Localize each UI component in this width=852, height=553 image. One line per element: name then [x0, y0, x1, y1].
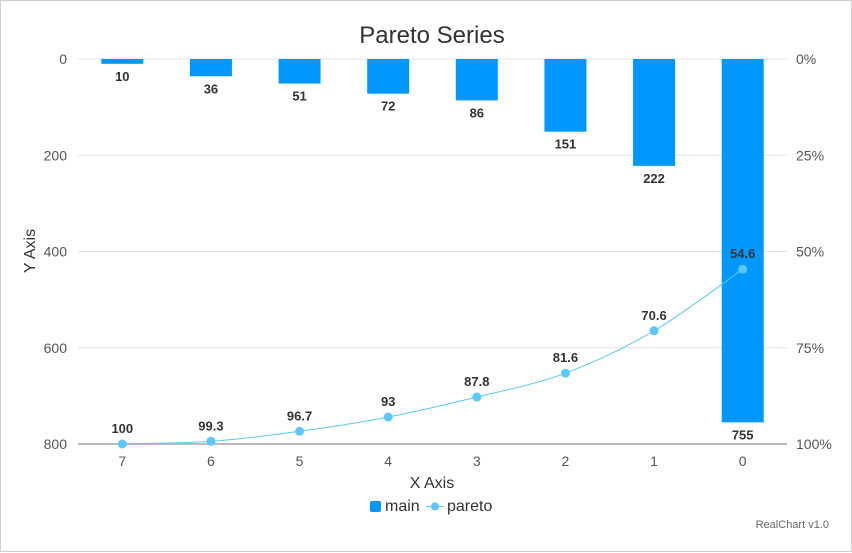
y-axis-title: Y Axis — [22, 229, 39, 273]
bar-series-main: 10 36 51 72 86 151 222 755 — [101, 59, 764, 442]
bar-data-label: 51 — [292, 89, 306, 104]
pareto-data-label: 87.8 — [464, 374, 489, 389]
pareto-data-label: 93 — [381, 394, 395, 409]
bar — [633, 59, 676, 166]
y2-tick-label: 25% — [796, 147, 824, 163]
pareto-point — [649, 326, 659, 336]
pareto-data-label: 100 — [111, 421, 133, 436]
y2-tick-label: 100% — [796, 436, 832, 452]
bar — [278, 59, 321, 84]
pareto-data-label: 70.6 — [641, 308, 666, 323]
x-tick-label: 2 — [562, 453, 570, 469]
bar-data-label: 36 — [204, 81, 218, 96]
y2-tick-label: 75% — [796, 340, 824, 356]
x-axis-title: X Axis — [410, 475, 454, 492]
pareto-data-label: 99.3 — [198, 418, 223, 433]
x-tick-label: 1 — [650, 453, 658, 469]
bar — [721, 59, 764, 423]
bar-data-label: 222 — [643, 171, 665, 186]
x-tick-label: 6 — [207, 453, 215, 469]
pareto-point — [383, 412, 393, 422]
y2-tick-label: 0% — [796, 51, 816, 67]
pareto-data-label: 81.6 — [553, 350, 578, 365]
x-tick-label: 7 — [118, 453, 126, 469]
bar — [544, 59, 587, 132]
y-axis-ticks: 0 200 400 600 800 — [44, 51, 68, 452]
line-series-pareto: 100 99.3 96.7 93 87.8 81.6 70.6 54.6 — [111, 246, 755, 449]
y-tick-label: 0 — [59, 51, 67, 67]
y-tick-label: 200 — [44, 147, 68, 163]
bar — [455, 59, 498, 101]
bar-data-label: 86 — [470, 105, 484, 120]
pareto-point — [472, 392, 482, 402]
legend: main pareto — [370, 498, 492, 515]
y2-tick-label: 50% — [796, 244, 824, 260]
y-tick-label: 400 — [44, 244, 68, 260]
bar-data-label: 10 — [115, 69, 129, 84]
x-tick-label: 4 — [384, 453, 392, 469]
pareto-point — [738, 264, 748, 274]
pareto-data-label: 96.7 — [287, 408, 312, 423]
credit-label: RealChart v1.0 — [756, 519, 829, 531]
x-tick-label: 3 — [473, 453, 481, 469]
bar-data-label: 72 — [381, 99, 395, 114]
y2-axis-ticks: 0% 25% 50% 75% 100% — [796, 51, 832, 452]
bar — [189, 59, 232, 77]
gridlines — [78, 58, 787, 445]
legend-label-main: main — [385, 498, 420, 515]
pareto-point — [560, 368, 570, 378]
pareto-data-label: 54.6 — [730, 246, 755, 261]
bar-data-label: 755 — [732, 427, 754, 442]
y-tick-label: 600 — [44, 340, 68, 356]
x-tick-label: 0 — [739, 453, 747, 469]
legend-swatch-main — [370, 501, 381, 512]
legend-label-pareto: pareto — [447, 498, 492, 515]
chart-title: Pareto Series — [359, 22, 504, 49]
bar-data-label: 151 — [555, 137, 577, 152]
bar — [101, 59, 144, 64]
legend-marker-pareto — [431, 502, 439, 511]
x-tick-label: 5 — [296, 453, 304, 469]
y-tick-label: 800 — [44, 436, 68, 452]
pareto-point — [206, 436, 216, 446]
x-axis-ticks: 7 6 5 4 3 2 1 0 — [118, 453, 746, 469]
pareto-point — [117, 439, 127, 449]
bar — [367, 59, 410, 94]
pareto-point — [295, 426, 305, 436]
